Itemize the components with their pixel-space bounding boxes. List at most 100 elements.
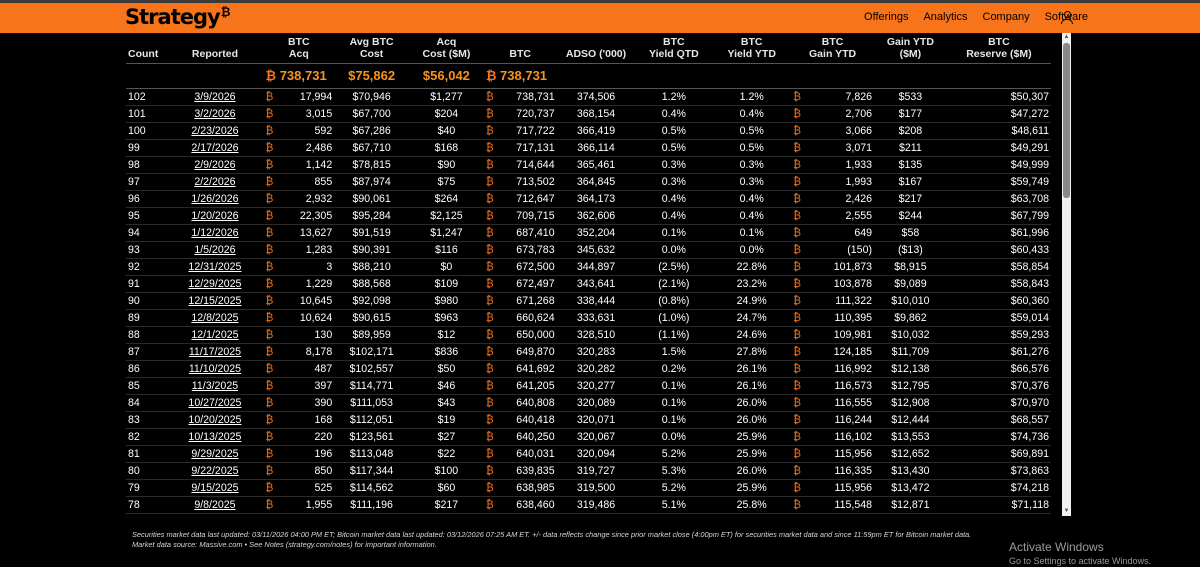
cell-reported[interactable]: 2/23/2026 (166, 122, 264, 140)
cell-btc: ₿ 671,268 (483, 292, 557, 310)
reported-date-link[interactable]: 11/3/2025 (191, 380, 239, 392)
cell-avg-btc-cost: $91,519 (334, 224, 410, 242)
cell-value: 101,873 (833, 261, 872, 273)
cell-avg-btc-cost: $114,562 (334, 479, 410, 497)
cell-reported[interactable]: 10/27/2025 (166, 394, 264, 412)
reported-date-link[interactable]: 12/8/2025 (191, 312, 239, 324)
cell-reported[interactable]: 1/5/2026 (166, 241, 264, 259)
cell-reported[interactable]: 12/8/2025 (166, 309, 264, 327)
cell-avg-btc-cost: $92,098 (334, 292, 410, 310)
bitcoin-icon: ₿ (485, 142, 494, 154)
reported-date-link[interactable]: 12/1/2025 (191, 329, 239, 341)
cell-reported[interactable]: 9/29/2025 (166, 445, 264, 463)
cell-yield-ytd: 0.5% (712, 122, 792, 140)
cell-acq-cost: $836 (409, 343, 484, 361)
nav-offerings[interactable]: Offerings (864, 11, 909, 23)
cell-reported[interactable]: 2/2/2026 (166, 173, 264, 191)
col-count[interactable]: Count (128, 48, 159, 60)
cell-reported[interactable]: 11/10/2025 (166, 360, 264, 378)
cell-reported[interactable]: 10/13/2025 (166, 428, 264, 446)
cell-btc: ₿636,505 (483, 513, 557, 516)
cell-avg-btc-cost: $90,391 (334, 241, 410, 259)
cell-acq-cost: $22 (409, 445, 484, 463)
reported-date-link[interactable]: 10/13/2025 (188, 431, 242, 443)
reported-date-link[interactable]: 11/17/2025 (188, 346, 242, 358)
col-reported[interactable]: Reported (191, 48, 238, 60)
col-btc-yield-qtd[interactable]: BTC Yield QTD (648, 36, 699, 60)
vertical-scrollbar[interactable]: ▲ ▼ (1062, 33, 1071, 516)
reported-date-link[interactable]: 9/22/2025 (191, 465, 239, 477)
reported-date-link[interactable]: 1/26/2026 (191, 193, 239, 205)
scroll-down-arrow-icon[interactable]: ▼ (1063, 508, 1070, 514)
cell-reserve: $68,557 (946, 411, 1051, 429)
reported-date-link[interactable]: 9/8/2025 (194, 499, 236, 511)
scrollbar-thumb[interactable] (1063, 43, 1070, 198)
reported-date-link[interactable]: 2/2/2026 (194, 176, 236, 188)
user-icon[interactable] (1061, 11, 1073, 24)
cell-reported[interactable]: 1/26/2026 (166, 190, 264, 208)
col-btc-acq[interactable]: BTC Acq (288, 36, 310, 60)
reported-date-link[interactable]: 1/5/2026 (194, 244, 236, 256)
reported-date-link[interactable]: 10/27/2025 (188, 397, 242, 409)
reported-date-link[interactable]: 9/29/2025 (191, 448, 239, 460)
bitcoin-icon: ₿ (265, 227, 274, 239)
cell-btc-acq: ₿ 168 (263, 411, 335, 429)
cell-reported[interactable]: 9/22/2025 (166, 462, 264, 480)
col-avg-btc-cost[interactable]: Avg BTC Cost (349, 36, 394, 60)
cell-btc: ₿ 687,410 (483, 224, 557, 242)
col-btc-gain-ytd[interactable]: BTC Gain YTD (809, 36, 857, 60)
reported-date-link[interactable]: 12/31/2025 (188, 261, 242, 273)
cell-reported[interactable]: 10/20/2025 (166, 411, 264, 429)
cell-value: 7,826 (845, 91, 872, 103)
cell-reported[interactable]: 3/9/2026 (166, 88, 264, 106)
cell-reported[interactable]: 12/1/2025 (166, 326, 264, 344)
reported-date-link[interactable]: 2/9/2026 (194, 159, 236, 171)
nav-company[interactable]: Company (982, 11, 1030, 23)
nav-analytics[interactable]: Analytics (923, 11, 968, 23)
cell-reported[interactable]: 9/2/2025 (166, 513, 264, 516)
cell-reported[interactable]: 12/15/2025 (166, 292, 264, 310)
col-btc[interactable]: BTC (509, 48, 531, 60)
bitcoin-icon: ₿ (793, 312, 801, 324)
reported-date-link[interactable]: 9/15/2025 (191, 482, 239, 494)
col-btc-reserve[interactable]: BTC Reserve ($M) (966, 36, 1032, 60)
cell-btc-acq: ₿ 196 (263, 445, 335, 463)
reported-date-link[interactable]: 3/9/2026 (194, 91, 236, 103)
cell-gain-ytd-usd: $13,553 (874, 428, 947, 446)
bitcoin-icon: ₿ (265, 210, 274, 222)
col-acq-cost[interactable]: Acq Cost ($M) (422, 36, 471, 60)
reported-date-link[interactable]: 2/23/2026 (191, 125, 239, 137)
reported-date-link[interactable]: 12/29/2025 (188, 278, 242, 290)
cell-reported[interactable]: 11/17/2025 (166, 343, 264, 361)
cell-value: 638,985 (516, 482, 555, 494)
reported-date-link[interactable]: 3/2/2026 (194, 108, 236, 120)
reported-date-link[interactable]: 10/20/2025 (188, 414, 242, 426)
reported-date-link[interactable]: 11/10/2025 (188, 363, 242, 375)
cell-reported[interactable]: 3/2/2026 (166, 105, 264, 123)
cell-reported[interactable]: 2/17/2026 (166, 139, 264, 157)
reported-date-link[interactable]: 12/15/2025 (188, 295, 242, 307)
cell-reported[interactable]: 2/9/2026 (166, 156, 264, 174)
cell-gain-ytd: ₿ 103,878 (791, 275, 874, 293)
cell-reported[interactable]: 12/29/2025 (166, 275, 264, 293)
strategy-logo[interactable]: Strategy₿ (125, 5, 230, 29)
cell-reported[interactable]: 9/15/2025 (166, 479, 264, 497)
col-adso[interactable]: ADSO ('000) (565, 48, 627, 60)
reported-date-link[interactable]: 2/17/2026 (191, 142, 239, 154)
scroll-up-arrow-icon[interactable]: ▲ (1063, 34, 1070, 40)
col-btc-yield-ytd[interactable]: BTC Yield YTD (727, 36, 776, 60)
cell-reported[interactable]: 11/3/2025 (166, 377, 264, 395)
cell-reported[interactable]: 1/12/2026 (166, 224, 264, 242)
cell-acq-cost: $116 (409, 241, 484, 259)
reported-date-link[interactable]: 1/20/2026 (191, 210, 239, 222)
cell-reported[interactable]: 9/8/2025 (166, 496, 264, 514)
cell-avg-btc-cost: $67,700 (334, 105, 410, 123)
col-gain-ytd-usd[interactable]: Gain YTD ($M) (886, 36, 934, 60)
cell-avg-btc-cost: $89,959 (334, 326, 410, 344)
cell-reported[interactable]: 1/20/2026 (166, 207, 264, 225)
cell-avg-btc-cost: $102,557 (334, 360, 410, 378)
cell-yield-ytd: 0.3% (712, 173, 792, 191)
cell-reported[interactable]: 12/31/2025 (166, 258, 264, 276)
cell-yield-qtd: 5.3% (635, 462, 713, 480)
reported-date-link[interactable]: 1/12/2026 (191, 227, 239, 239)
